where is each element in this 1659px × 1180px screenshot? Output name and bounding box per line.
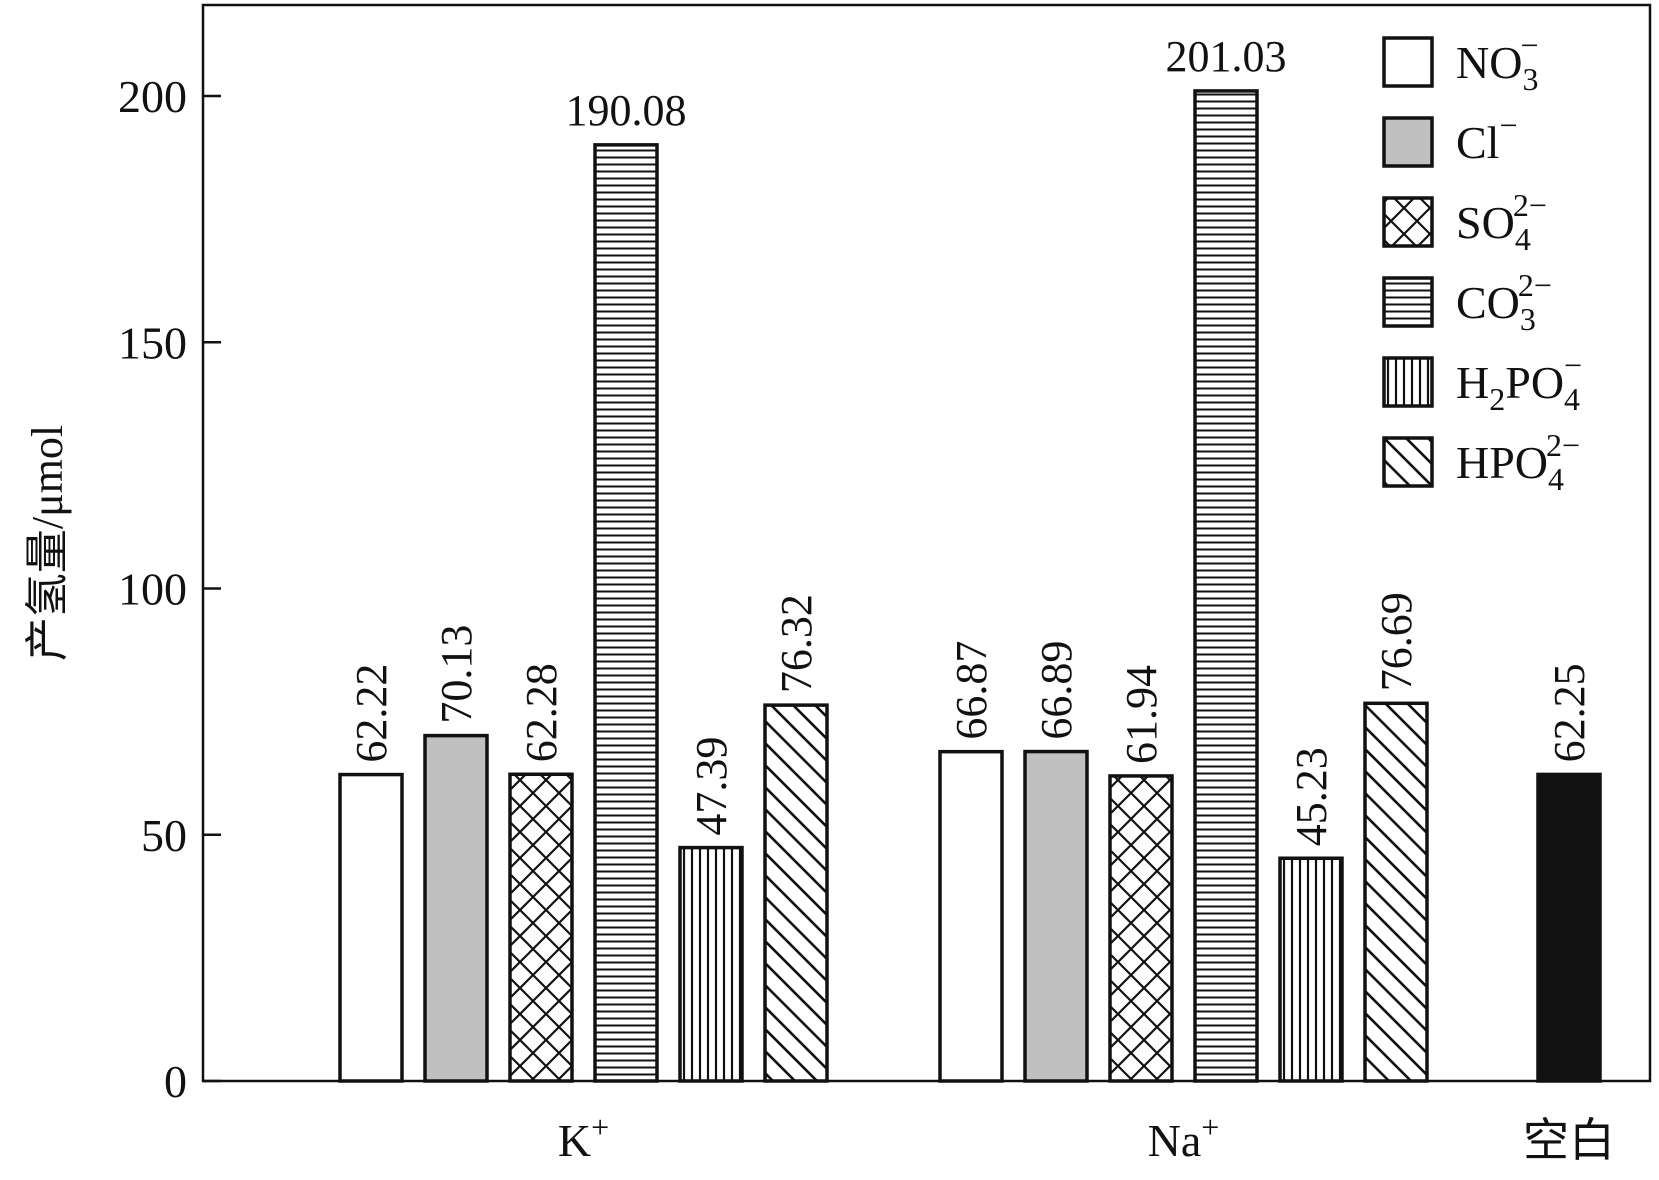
data-label: 76.69 xyxy=(1372,592,1421,691)
bar xyxy=(593,143,659,1083)
legend-swatch xyxy=(1382,276,1434,328)
legend-label: CO32− xyxy=(1456,267,1552,337)
legend-swatch xyxy=(1382,36,1434,88)
bar xyxy=(1278,856,1344,1083)
x-axis: K+ Na+ 空白 xyxy=(558,1109,1615,1166)
data-label: 190.08 xyxy=(566,86,687,135)
legend-item: Cl− xyxy=(1382,107,1518,168)
legend-label: H2PO4− xyxy=(1456,347,1582,417)
legend-item: CO32− xyxy=(1382,267,1552,337)
data-label-group: 62.22 70.13 62.28 190.08 47.39 76.32 66.87 66.8… xyxy=(347,32,1594,846)
bar xyxy=(1536,772,1602,1083)
legend-item: SO42− xyxy=(1382,187,1547,257)
bar xyxy=(338,772,404,1083)
legend-swatch xyxy=(1382,116,1434,168)
data-label: 66.87 xyxy=(947,641,996,740)
data-label: 62.22 xyxy=(347,664,396,763)
bar xyxy=(1193,89,1259,1083)
data-label: 62.28 xyxy=(517,663,566,762)
plot-border xyxy=(201,3,1652,1083)
legend-label: HPO42− xyxy=(1456,427,1580,497)
data-label: 45.23 xyxy=(1287,747,1336,846)
data-label: 47.39 xyxy=(687,737,736,836)
data-label: 201.03 xyxy=(1166,32,1287,81)
data-label: 61.94 xyxy=(1117,665,1166,764)
bar xyxy=(1108,774,1174,1083)
y-tick-label: 0 xyxy=(164,1056,187,1107)
legend-label: SO42− xyxy=(1456,187,1547,257)
y-tick-label: 50 xyxy=(141,810,187,861)
y-tick-label: 100 xyxy=(118,564,187,615)
bar xyxy=(1363,701,1429,1083)
bar xyxy=(423,733,489,1083)
legend: NO3− Cl− SO42− CO32− H2PO4− HPO42− xyxy=(1382,27,1582,497)
data-label: 70.13 xyxy=(432,625,481,724)
bar xyxy=(938,749,1004,1083)
data-label: 66.89 xyxy=(1032,641,1081,740)
x-category-label: 空白 xyxy=(1523,1115,1615,1166)
bar xyxy=(508,772,574,1083)
y-axis: 0 50 100 150 200 xyxy=(118,71,221,1107)
bar-series-group xyxy=(338,89,1602,1083)
plot-frame xyxy=(201,3,1652,1083)
legend-item: H2PO4− xyxy=(1382,347,1582,417)
legend-label: NO3− xyxy=(1456,27,1539,97)
bar xyxy=(763,703,829,1083)
data-label: 76.32 xyxy=(772,594,821,693)
data-label: 62.25 xyxy=(1545,663,1594,762)
y-axis-label: 产氢量/μmol xyxy=(23,425,72,661)
x-category-label: Na+ xyxy=(1148,1109,1220,1166)
bar xyxy=(1023,749,1089,1083)
legend-item: HPO42− xyxy=(1382,427,1580,497)
legend-item: NO3− xyxy=(1382,27,1539,97)
legend-swatch xyxy=(1382,196,1434,248)
y-tick-label: 200 xyxy=(118,71,187,122)
bar xyxy=(678,845,744,1083)
legend-label: Cl− xyxy=(1456,107,1518,168)
legend-swatch xyxy=(1382,356,1434,408)
x-category-label: K+ xyxy=(558,1109,609,1166)
legend-swatch xyxy=(1382,436,1434,488)
y-tick-label: 150 xyxy=(118,317,187,368)
